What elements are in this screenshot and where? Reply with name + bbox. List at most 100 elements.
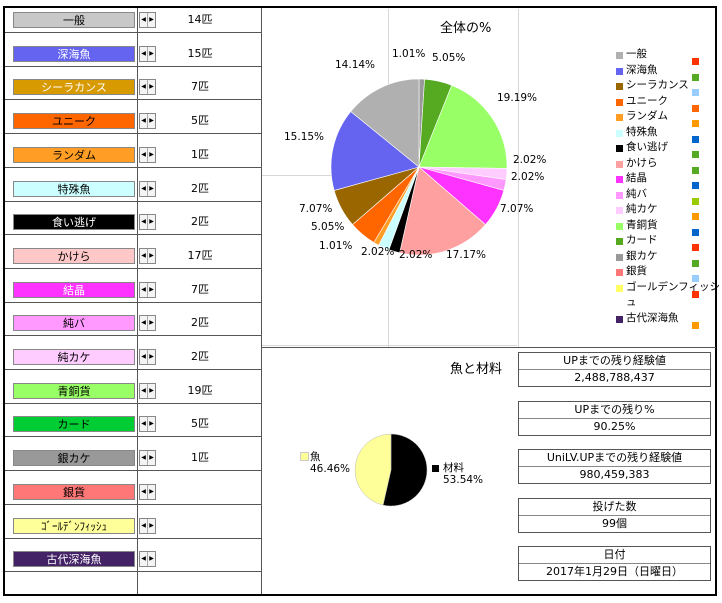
row-divider	[5, 369, 261, 370]
info-box: UPまでの残り経験値 2,488,788,437	[518, 352, 711, 387]
section-divider	[262, 347, 716, 348]
spin-button[interactable]: ◀ ▶	[139, 45, 156, 62]
spin-up-icon[interactable]: ▶	[149, 117, 154, 125]
pie-slice	[350, 78, 420, 168]
spin-up-icon[interactable]: ▶	[149, 16, 154, 23]
spin-up-icon[interactable]: ▶	[149, 386, 154, 394]
legend-label: 古代深海魚	[626, 311, 679, 324]
spin-up-icon[interactable]: ▶	[149, 150, 154, 158]
spin-up-icon[interactable]: ▶	[149, 454, 154, 462]
spin-up-icon[interactable]: ▶	[149, 83, 154, 91]
spin-up-icon[interactable]: ▶	[149, 319, 154, 327]
legend-marker	[692, 58, 699, 65]
item-count	[160, 518, 240, 534]
legend-marker	[692, 135, 699, 143]
item-name-cell: ｺﾞｰﾙﾃﾞﾝﾌｨｯｼｭ	[13, 517, 135, 534]
spin-down-icon[interactable]: ◀	[140, 417, 148, 432]
spin-down-icon[interactable]: ◀	[140, 46, 148, 61]
spin-button[interactable]: ◀ ▶	[139, 349, 156, 365]
row-divider	[5, 200, 261, 202]
spin-up-icon[interactable]: ▶	[149, 353, 154, 360]
row-divider	[5, 571, 261, 573]
info-label: 投げた数	[519, 499, 710, 516]
item-name-cell: かけら	[13, 247, 135, 264]
pie-percent-label: 2.02%	[361, 246, 395, 258]
spin-down-icon[interactable]: ◀	[140, 282, 148, 297]
spin-button[interactable]: ◀ ▶	[139, 180, 156, 197]
spin-down-icon[interactable]: ◀	[140, 147, 148, 162]
spin-up-icon[interactable]: ▶	[149, 218, 154, 226]
legend-marker	[692, 259, 699, 267]
item-count	[160, 484, 240, 500]
legend-swatch	[616, 191, 623, 199]
spin-button[interactable]: ◀ ▶	[139, 517, 156, 534]
item-name-cell: 特殊魚	[13, 180, 135, 197]
spin-button[interactable]: ◀ ▶	[139, 450, 156, 467]
overall-pie-chart	[330, 78, 508, 256]
spin-button[interactable]: ◀ ▶	[139, 79, 156, 96]
sheet-frame	[3, 6, 717, 596]
legend-swatch	[616, 114, 623, 121]
spin-up-icon[interactable]: ▶	[149, 521, 154, 529]
item-count: 17匹	[187, 248, 213, 262]
legend-marker	[692, 213, 699, 220]
spin-down-icon[interactable]: ◀	[140, 13, 148, 27]
spin-button[interactable]: ◀ ▶	[139, 483, 156, 500]
spin-up-icon[interactable]: ▶	[149, 251, 154, 259]
item-name-cell: 古代深海魚	[13, 551, 135, 568]
spin-button[interactable]: ◀ ▶	[139, 551, 156, 568]
spin-button[interactable]: ◀ ▶	[139, 113, 156, 130]
spin-up-icon[interactable]: ▶	[149, 184, 154, 192]
spin-down-icon[interactable]: ◀	[140, 181, 148, 196]
legend-marker	[692, 321, 699, 329]
spin-down-icon[interactable]: ◀	[140, 552, 148, 567]
pie-percent-label: 5.05%	[432, 52, 466, 64]
item-name-cell: ユニーク	[13, 113, 135, 130]
spin-button[interactable]: ◀ ▶	[139, 315, 156, 332]
info-label: UPまでの残り%	[519, 402, 710, 419]
legend-label: 食い逃げ	[626, 141, 668, 153]
spin-down-icon[interactable]: ◀	[140, 80, 148, 95]
spin-down-icon[interactable]: ◀	[140, 518, 148, 533]
spin-button[interactable]: ◀ ▶	[139, 416, 156, 433]
spin-up-icon[interactable]: ▶	[149, 49, 154, 57]
item-count: 2匹	[191, 316, 209, 330]
spin-button[interactable]: ◀ ▶	[139, 382, 156, 399]
spin-up-icon[interactable]: ▶	[149, 420, 154, 428]
info-value: 980,459,383	[579, 468, 650, 481]
spin-down-icon[interactable]: ◀	[140, 484, 148, 499]
pie-percent-label: 7.07%	[500, 203, 534, 215]
spin-button[interactable]: ◀ ▶	[139, 214, 156, 231]
spin-down-icon[interactable]: ◀	[140, 215, 148, 230]
grid-line	[518, 9, 519, 347]
legend-label: ユニーク	[626, 94, 668, 107]
pie-slice	[354, 433, 392, 506]
item-count: 2匹	[191, 181, 209, 195]
spin-up-icon[interactable]: ▶	[149, 555, 154, 563]
legend-label: 純カケ	[626, 203, 658, 215]
info-label: UPまでの残り経験値	[519, 353, 710, 370]
legend-material-pct: 53.54%	[443, 474, 484, 486]
pie-percent-label: 1.01%	[392, 48, 426, 60]
info-box: UPまでの残り% 90.25%	[518, 400, 711, 436]
item-count: 14匹	[187, 13, 213, 26]
pie-slice	[330, 111, 420, 191]
spin-down-icon[interactable]: ◀	[140, 451, 148, 466]
spin-button[interactable]: ◀ ▶	[139, 247, 156, 264]
spin-button[interactable]: ◀ ▶	[139, 12, 156, 28]
legend-material-swatch	[432, 463, 439, 475]
legend-swatch	[616, 222, 623, 230]
spin-up-icon[interactable]: ▶	[149, 285, 154, 293]
spin-down-icon[interactable]: ◀	[140, 248, 148, 263]
item-name-cell: シーラカンス	[13, 79, 135, 96]
spin-up-icon[interactable]: ▶	[149, 487, 154, 495]
spin-down-icon[interactable]: ◀	[140, 383, 148, 398]
spin-down-icon[interactable]: ◀	[140, 114, 148, 129]
spin-down-icon[interactable]: ◀	[140, 350, 148, 364]
legend-swatch	[616, 52, 623, 59]
pie-percent-label: 2.02%	[399, 249, 433, 261]
spin-button[interactable]: ◀ ▶	[139, 281, 156, 298]
spin-down-icon[interactable]: ◀	[140, 316, 148, 331]
item-name-cell: 銀貨	[13, 483, 135, 500]
spin-button[interactable]: ◀ ▶	[139, 146, 156, 163]
